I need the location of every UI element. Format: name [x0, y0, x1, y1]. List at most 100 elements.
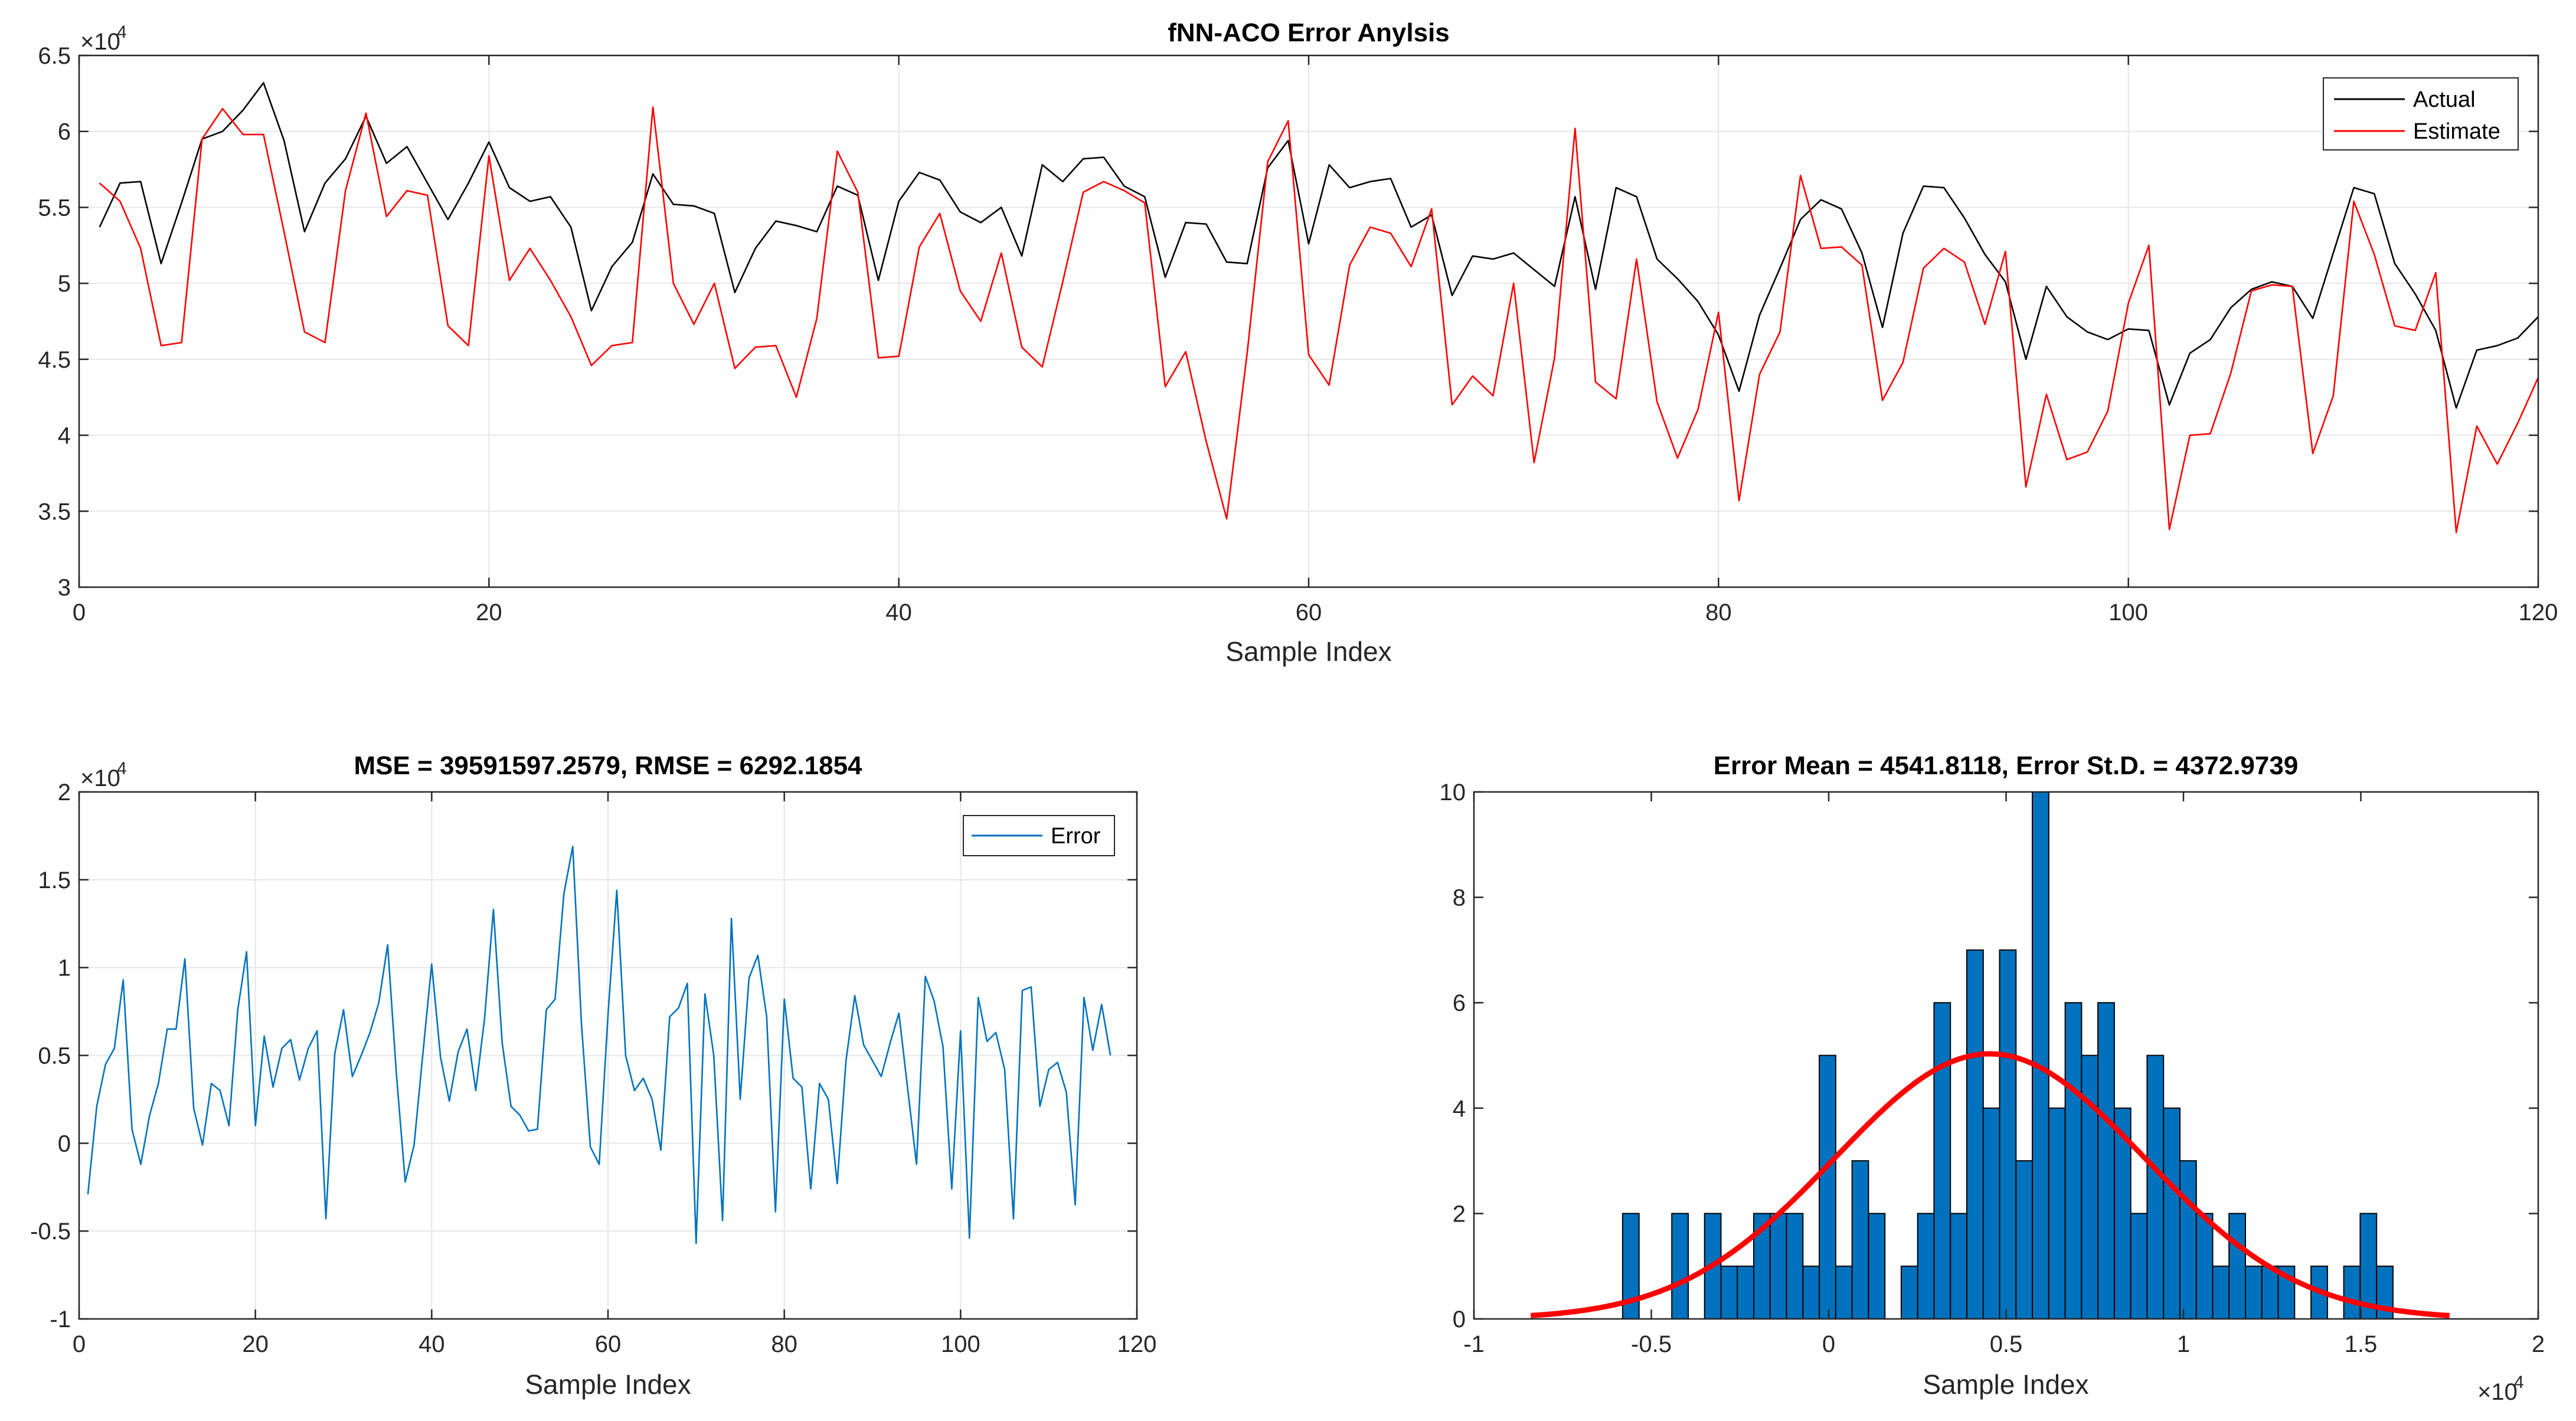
histogram-bar: [1999, 949, 2017, 1320]
error-axes: 0 20 40 60 80 100 120 -1 -0.5 0 0.5 1 1.5 2 MSE = 395…: [30, 751, 1156, 1400]
error-y-exponent-base: ×10: [80, 765, 120, 791]
histogram-bar: [1900, 1265, 1918, 1320]
error-y-tick-label: 1: [58, 955, 71, 981]
top-x-tick-label: 120: [2519, 600, 2558, 626]
histogram-bar: [2015, 1160, 2034, 1320]
histogram-bar: [1933, 1002, 1951, 1320]
histogram-bar: [2228, 1213, 2246, 1320]
error-x-tick-label: 40: [419, 1331, 445, 1357]
error-x-axis-label: Sample Index: [525, 1369, 691, 1400]
top-chart-title: fNN-ACO Error Anylsis: [1168, 18, 1450, 47]
histogram-bar: [2163, 1107, 2181, 1320]
top-x-tick-label: 80: [1705, 600, 1732, 626]
top-x-axis-label: Sample Index: [1225, 636, 1391, 667]
histogram-bar: [1868, 1213, 1886, 1320]
top-y-tick-label: 4.5: [38, 347, 71, 373]
series-line-error: [87, 846, 1112, 1245]
top-x-tick-label: 100: [2108, 600, 2148, 626]
histogram-bar: [2179, 1160, 2197, 1320]
error-x-tick-label: 80: [771, 1331, 797, 1357]
histogram-bar: [1802, 1265, 1820, 1320]
top-y-exponent: ×10 4: [80, 22, 127, 55]
histogram-bar: [1737, 1265, 1754, 1320]
histogram-x-tick-label: -1: [1463, 1331, 1485, 1357]
histogram-bar: [1671, 1213, 1689, 1320]
error-legend: Error: [963, 815, 1115, 856]
error-x-tick-label: 100: [941, 1331, 980, 1357]
histogram-bar: [2195, 1213, 2214, 1320]
histogram-x-tick-label: 2: [2532, 1331, 2545, 1357]
top-y-exponent-power: 4: [117, 22, 127, 42]
error-y-tick-label: -0.5: [30, 1219, 71, 1245]
error-y-tick-label: 2: [58, 780, 71, 806]
top-axes: 0 20 40 60 80 100 120 3 3.5 4 4.5 5 5.5 6 6.5 fNN-ACO …: [38, 18, 2558, 667]
histogram-bar: [1917, 1213, 1935, 1320]
histogram-bar: [1819, 1055, 1836, 1320]
top-legend-box: [2323, 77, 2519, 150]
error-y-tick-label: 0: [58, 1131, 71, 1157]
histogram-bar: [2212, 1265, 2230, 1320]
legend-label-actual: Actual: [2413, 87, 2476, 112]
histogram-y-tick-label: 10: [1440, 780, 1466, 806]
histogram-bar: [2130, 1213, 2148, 1320]
histogram-bar: [2261, 1265, 2279, 1320]
histogram-bar: [2097, 1002, 2115, 1320]
error-y-tick-label: 1.5: [38, 867, 71, 893]
top-x-tick-label: 0: [73, 600, 86, 626]
histogram-ticks: -1 -0.5 0 0.5 1 1.5 2 0 2 4 6 8 10: [1440, 780, 2545, 1357]
histogram-bar: [2359, 1213, 2378, 1320]
top-series: [99, 82, 2539, 533]
histogram-y-tick-label: 2: [1453, 1201, 1466, 1227]
histogram-chart-title: Error Mean = 4541.8118, Error St.D. = 43…: [1714, 751, 2299, 780]
histogram-bar: [2146, 1055, 2165, 1320]
series-line-estimate: [99, 106, 2539, 533]
histogram-bar: [1982, 1107, 2000, 1320]
top-y-tick-label: 4: [58, 423, 71, 449]
histogram-bar: [1851, 1160, 1869, 1320]
error-grid: [79, 791, 1137, 1320]
histogram-x-tick-label: 1: [2177, 1331, 2190, 1357]
histogram-y-tick-label: 6: [1453, 990, 1466, 1016]
histogram-bar: [1786, 1213, 1804, 1320]
histogram-x-exponent-base: ×10: [2477, 1379, 2518, 1405]
top-y-tick-label: 6: [58, 119, 71, 145]
error-y-exponent: ×10 4: [80, 759, 127, 791]
error-x-tick-label: 60: [595, 1331, 622, 1357]
top-x-tick-label: 40: [885, 600, 912, 626]
histogram-x-tick-label: 0: [1822, 1331, 1835, 1357]
histogram-bar: [2032, 791, 2049, 1320]
error-y-tick-label: -1: [50, 1307, 71, 1332]
error-x-tick-label: 120: [1117, 1331, 1157, 1357]
top-y-tick-label: 5: [58, 271, 71, 297]
histogram-bar: [1720, 1265, 1738, 1320]
histogram-x-tick-label: 1.5: [2345, 1331, 2378, 1357]
error-ticks: 0 20 40 60 80 100 120 -1 -0.5 0 0.5 1 1.5 2: [30, 780, 1156, 1357]
error-x-tick-label: 0: [73, 1331, 86, 1357]
error-x-tick-label: 20: [242, 1331, 269, 1357]
normal-fit-curve: [1530, 1051, 2450, 1318]
histogram-y-tick-label: 0: [1453, 1307, 1466, 1332]
histogram-bar: [1950, 1213, 1967, 1320]
histogram-x-exponent: ×10 4: [2477, 1373, 2524, 1405]
histogram-x-exponent-power: 4: [2514, 1373, 2524, 1392]
legend-label-error: Error: [1051, 824, 1101, 849]
top-x-tick-label: 60: [1296, 600, 1322, 626]
error-y-exponent-power: 4: [117, 759, 127, 778]
histogram-x-tick-label: -0.5: [1631, 1331, 1672, 1357]
error-y-tick-label: 0.5: [38, 1043, 71, 1069]
top-legend: Actual Estimate: [2323, 77, 2519, 150]
error-series: [87, 846, 1112, 1245]
top-ticks: 0 20 40 60 80 100 120 3 3.5 4 4.5 5 5.5 6 6.5: [38, 43, 2558, 626]
histogram-y-tick-label: 8: [1453, 885, 1466, 911]
histogram-bar: [2343, 1265, 2361, 1320]
histogram-bar: [2048, 1107, 2066, 1320]
histogram-bar: [1769, 1213, 1787, 1320]
top-y-tick-label: 6.5: [38, 43, 71, 69]
histogram-bar: [1966, 949, 1984, 1320]
histogram-bar: [1835, 1265, 1853, 1320]
top-y-exponent-base: ×10: [80, 29, 120, 55]
histogram-bar: [2064, 1002, 2083, 1320]
histogram-x-axis-label: Sample Index: [1923, 1369, 2088, 1400]
histogram-bar: [2245, 1265, 2263, 1320]
